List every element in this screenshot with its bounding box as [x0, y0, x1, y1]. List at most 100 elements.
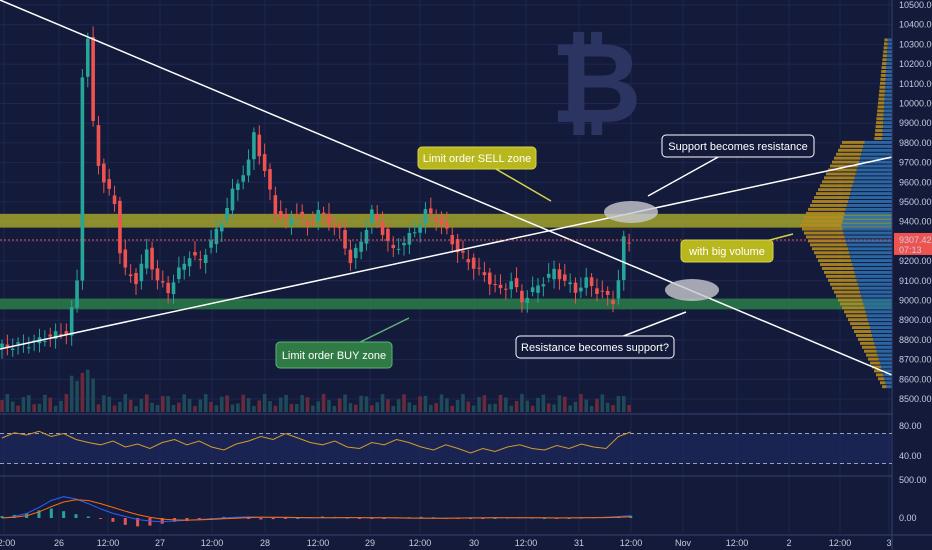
volume-profile-bar-down: [875, 125, 883, 129]
volume-profile-bar-up: [854, 270, 892, 274]
macd-histogram-bar: [345, 517, 349, 519]
candle-body: [498, 284, 503, 289]
macd-histogram-bar: [185, 518, 189, 522]
sell-zone-band: [0, 213, 892, 228]
candle-body: [166, 282, 170, 294]
volume-profile-bar-up: [871, 330, 892, 333]
volume-profile-bar-down: [882, 385, 887, 389]
volume-profile-bar-down: [856, 333, 873, 337]
volume-profile-bar-up: [886, 70, 892, 73]
x-tick-label: 12:00: [97, 538, 120, 548]
volume-profile-bar-up: [865, 310, 892, 314]
candle-body: [300, 211, 304, 216]
candle-body: [509, 281, 513, 290]
volume-bar: [536, 397, 540, 412]
volume-profile-bar-up: [859, 286, 892, 290]
volume-bar: [273, 405, 278, 412]
volume-bar: [85, 369, 90, 412]
volume-profile-bar-up: [883, 121, 892, 125]
volume-profile-bar-up: [843, 215, 892, 219]
volume-bar: [321, 394, 326, 412]
candle-body: [359, 241, 363, 252]
volume-bar: [91, 378, 95, 412]
y-tick-label: 8500.00: [899, 394, 932, 404]
volume-profile-bar-down: [806, 235, 845, 239]
volume-bar: [353, 404, 358, 412]
volume-bar: [27, 395, 31, 412]
volume-bar: [573, 401, 578, 412]
candle-body: [5, 344, 10, 348]
candle-body: [445, 222, 449, 229]
volume-profile-bar-up: [885, 85, 892, 89]
volume-profile-bar-down: [874, 133, 883, 136]
volume-profile-bar-up: [884, 377, 892, 381]
volume-bar: [64, 394, 69, 412]
candle-body: [482, 272, 487, 276]
candle-body: [268, 169, 272, 190]
volume-profile-bar-up: [879, 361, 892, 365]
last-price-tag: [894, 232, 932, 255]
volume-bar: [75, 380, 79, 412]
volume-profile-bar-down: [879, 89, 885, 93]
volume-profile-bar-down: [838, 298, 863, 302]
volume-profile-bar-up: [848, 200, 892, 203]
volume-bar: [241, 394, 245, 412]
candle-body: [214, 228, 219, 245]
x-tick-label: Nov: [675, 538, 692, 548]
volume-bar: [209, 401, 213, 412]
volume-bar: [150, 402, 154, 412]
x-tick-label: 12:00: [201, 538, 224, 548]
x-tick-label: 3: [886, 538, 891, 548]
resistance-callout-text: Resistance becomes support?: [521, 342, 669, 354]
candle-body: [311, 222, 315, 224]
volume-profile-bar-up: [867, 318, 892, 322]
candle-body: [343, 229, 347, 249]
y-tick-label: 9200.00: [899, 256, 932, 266]
volume-bar: [5, 394, 10, 412]
volume-bar: [43, 394, 47, 412]
y-tick-label: 9000.00: [899, 296, 932, 306]
volume-profile-bar-down: [836, 294, 862, 298]
y-tick-label: 9400.00: [899, 217, 932, 227]
candle-body: [439, 217, 444, 224]
volume-bar: [423, 395, 428, 412]
volume-profile-bar-down: [824, 270, 855, 274]
candle-body: [241, 175, 245, 182]
volume-bar: [445, 398, 449, 412]
volume-profile-bar-up: [860, 156, 892, 160]
candle-body: [477, 267, 481, 269]
volume-bar: [343, 394, 347, 412]
buy-zone-band: [0, 298, 892, 310]
volume-profile-bar-up: [873, 337, 892, 341]
volume-profile-bar-up: [885, 381, 892, 385]
volume-profile-bar-down: [880, 73, 886, 77]
volume-bar: [37, 403, 42, 412]
y-tick-label: 10300.00: [899, 39, 932, 49]
volume-bar: [161, 395, 165, 412]
macd-histogram-bar: [37, 510, 41, 518]
volume-profile-bar-down: [810, 243, 847, 247]
candle-body: [107, 179, 111, 189]
volume-profile-bar-down: [838, 148, 863, 152]
volume-profile-bar-up: [886, 54, 892, 58]
volume-profile-bar-up: [861, 294, 892, 298]
x-tick-label: 26: [54, 538, 64, 548]
volume-bar: [391, 405, 396, 412]
candle-body: [305, 221, 310, 226]
volume-profile-bar-up: [884, 93, 892, 97]
candle-body: [161, 281, 165, 283]
volume-profile-bar-down: [878, 101, 885, 105]
macd-histogram-bar: [542, 518, 546, 519]
candle-body: [514, 278, 519, 288]
volume-profile-bar-down: [802, 219, 843, 223]
macd-histogram-bar: [493, 518, 497, 519]
macd-histogram-bar: [160, 518, 164, 524]
candle-body: [219, 224, 224, 232]
candle-body: [396, 248, 401, 250]
x-tick-label: 31: [574, 538, 584, 548]
macd-histogram-bar: [74, 514, 78, 518]
volume-profile-bar-up: [851, 188, 892, 192]
volume-profile-bar-up: [885, 77, 892, 81]
